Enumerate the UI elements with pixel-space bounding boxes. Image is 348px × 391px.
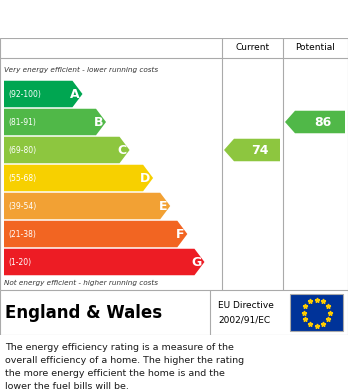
Polygon shape: [4, 165, 153, 191]
Text: G: G: [191, 255, 201, 269]
Text: D: D: [140, 172, 150, 185]
Polygon shape: [4, 109, 106, 135]
Text: F: F: [176, 228, 184, 240]
Text: Energy Efficiency Rating: Energy Efficiency Rating: [10, 11, 232, 27]
Text: 86: 86: [314, 115, 332, 129]
Polygon shape: [4, 221, 187, 247]
Text: Current: Current: [236, 43, 270, 52]
Text: (1-20): (1-20): [8, 258, 31, 267]
Polygon shape: [4, 81, 82, 107]
Text: (55-68): (55-68): [8, 174, 36, 183]
Text: (81-91): (81-91): [8, 118, 36, 127]
Text: (92-100): (92-100): [8, 90, 41, 99]
Text: B: B: [94, 115, 103, 129]
Text: 74: 74: [251, 143, 269, 156]
Text: (69-80): (69-80): [8, 145, 36, 154]
Polygon shape: [4, 249, 205, 275]
Text: (21-38): (21-38): [8, 230, 36, 239]
Text: Potential: Potential: [295, 43, 335, 52]
Polygon shape: [285, 111, 345, 133]
Text: Very energy efficient - lower running costs: Very energy efficient - lower running co…: [4, 67, 158, 73]
Text: EU Directive: EU Directive: [218, 301, 274, 310]
Text: E: E: [159, 199, 167, 212]
Text: 2002/91/EC: 2002/91/EC: [218, 316, 270, 325]
Text: A: A: [70, 88, 79, 100]
Text: Not energy efficient - higher running costs: Not energy efficient - higher running co…: [4, 280, 158, 286]
Text: The energy efficiency rating is a measure of the
overall efficiency of a home. T: The energy efficiency rating is a measur…: [5, 343, 244, 391]
Polygon shape: [4, 193, 170, 219]
Polygon shape: [224, 139, 280, 161]
Text: (39-54): (39-54): [8, 201, 36, 210]
Bar: [290, 294, 343, 331]
Text: C: C: [117, 143, 127, 156]
Text: England & Wales: England & Wales: [5, 303, 162, 321]
Polygon shape: [4, 137, 129, 163]
